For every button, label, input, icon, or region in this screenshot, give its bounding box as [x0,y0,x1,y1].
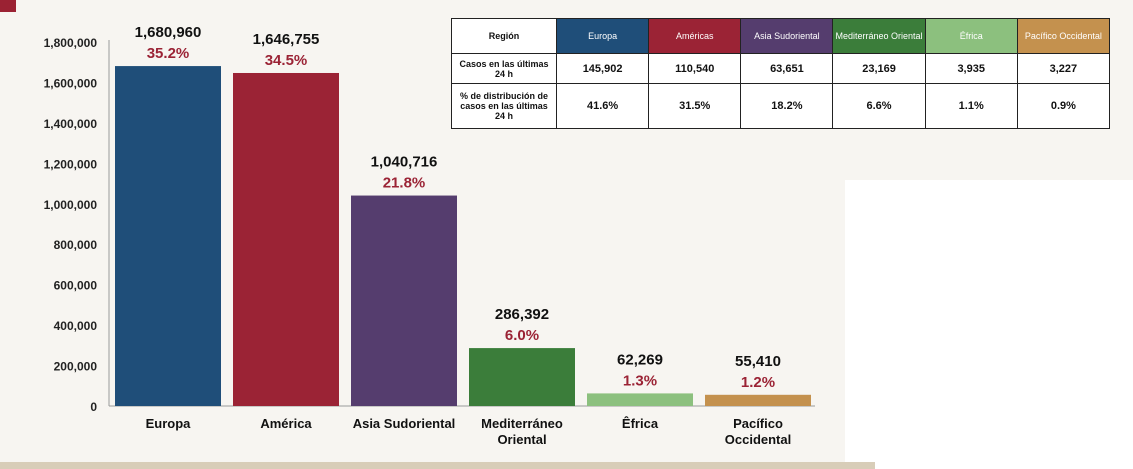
x-tick-label: Êfrica [622,416,659,431]
table-header-africa: Éfrica [924,18,1018,54]
value-label: 55,410 [735,353,781,370]
bars [115,66,811,406]
table-cell: 145,902 [555,53,650,84]
table-header-asia-sudoriental: Asia Sudoriental [740,18,834,54]
corner-mark [0,0,16,12]
table-cell: 1.1% [924,83,1018,129]
x-tick-label: América [260,416,312,431]
table-header-mediterraneo-oriental: Mediterráneo Oriental [832,18,926,54]
x-tick-label: Asia Sudoriental [353,416,456,431]
table-cell: 31.5% [648,83,742,129]
value-label: 286,392 [495,306,549,323]
table-cell: 110,540 [648,53,742,84]
y-tick-label: 1,000,000 [44,198,98,212]
y-tick-label: 400,000 [54,319,98,333]
bar [351,195,457,406]
y-tick-label: 0 [90,400,97,414]
percent-label: 35.2% [147,45,190,62]
table-cell: 23,169 [832,53,926,84]
table-cell: 3,935 [924,53,1018,84]
x-tick-label: Pacífico [733,416,783,431]
bar-chart: 0 200,000 400,000 600,000 800,000 1,000,000 1,… [44,24,815,447]
y-tick-label: 1,800,000 [44,36,98,50]
bar [115,66,221,406]
bar [587,393,693,406]
table-header-row: Región Europa Américas Asia Sudoriental … [451,18,1111,54]
table-row-label: Casos en las últimas 24 h [451,53,557,84]
bar [469,348,575,406]
table-header-europa: Europa [555,18,650,54]
table-cell: 18.2% [740,83,834,129]
value-label: 1,680,960 [135,24,202,41]
table-header-pacifico-occidental: Pacífico Occidental [1016,18,1111,54]
percent-labels: 35.2% 34.5% 21.8% 6.0% 1.3% 1.2% [147,45,775,391]
table-header-americas: Américas [648,18,742,54]
y-tick-label: 1,200,000 [44,157,98,171]
y-tick-label: 200,000 [54,360,98,374]
table-cell: 41.6% [555,83,650,129]
table-cell: 3,227 [1016,53,1111,84]
percent-label: 21.8% [383,175,426,192]
x-tick-label: Mediterráneo [481,416,563,431]
table-header-region: Región [451,18,557,54]
bottom-band [0,462,875,469]
y-tick-label: 1,400,000 [44,117,98,131]
x-tick-label: Oriental [497,432,546,447]
table-cell: 6.6% [832,83,926,129]
table-row-cases-24h: Casos en las últimas 24 h 145,902 110,54… [451,53,1111,84]
y-tick-label: 1,600,000 [44,76,98,90]
value-label: 1,646,755 [253,31,320,48]
table-row-distribution-24h: % de distribución de casos en las última… [451,83,1111,129]
table-cell: 63,651 [740,53,834,84]
x-tick-label: Occidental [725,432,791,447]
bar [705,394,811,406]
table-row-label: % de distribución de casos en las última… [451,83,557,129]
y-tick-label: 600,000 [54,279,98,293]
x-tick-label: Europa [146,416,192,431]
value-label: 62,269 [617,351,663,368]
table-cell: 0.9% [1016,83,1111,129]
x-tick-labels: Europa América Asia Sudoriental Mediterráne… [146,416,792,447]
bar [233,72,339,406]
value-label: 1,040,716 [371,154,438,171]
y-tick-labels: 0 200,000 400,000 600,000 800,000 1,000,000 1,… [44,36,98,414]
region-cases-table: Región Europa Américas Asia Sudoriental … [451,18,1111,129]
percent-label: 1.3% [623,372,657,389]
background-panel [845,180,1133,469]
percent-label: 34.5% [265,52,308,69]
percent-label: 6.0% [505,327,539,344]
value-labels: 1,680,960 1,646,755 1,040,716 286,392 62,269… [135,24,781,370]
percent-label: 1.2% [741,374,775,391]
y-tick-label: 800,000 [54,238,98,252]
